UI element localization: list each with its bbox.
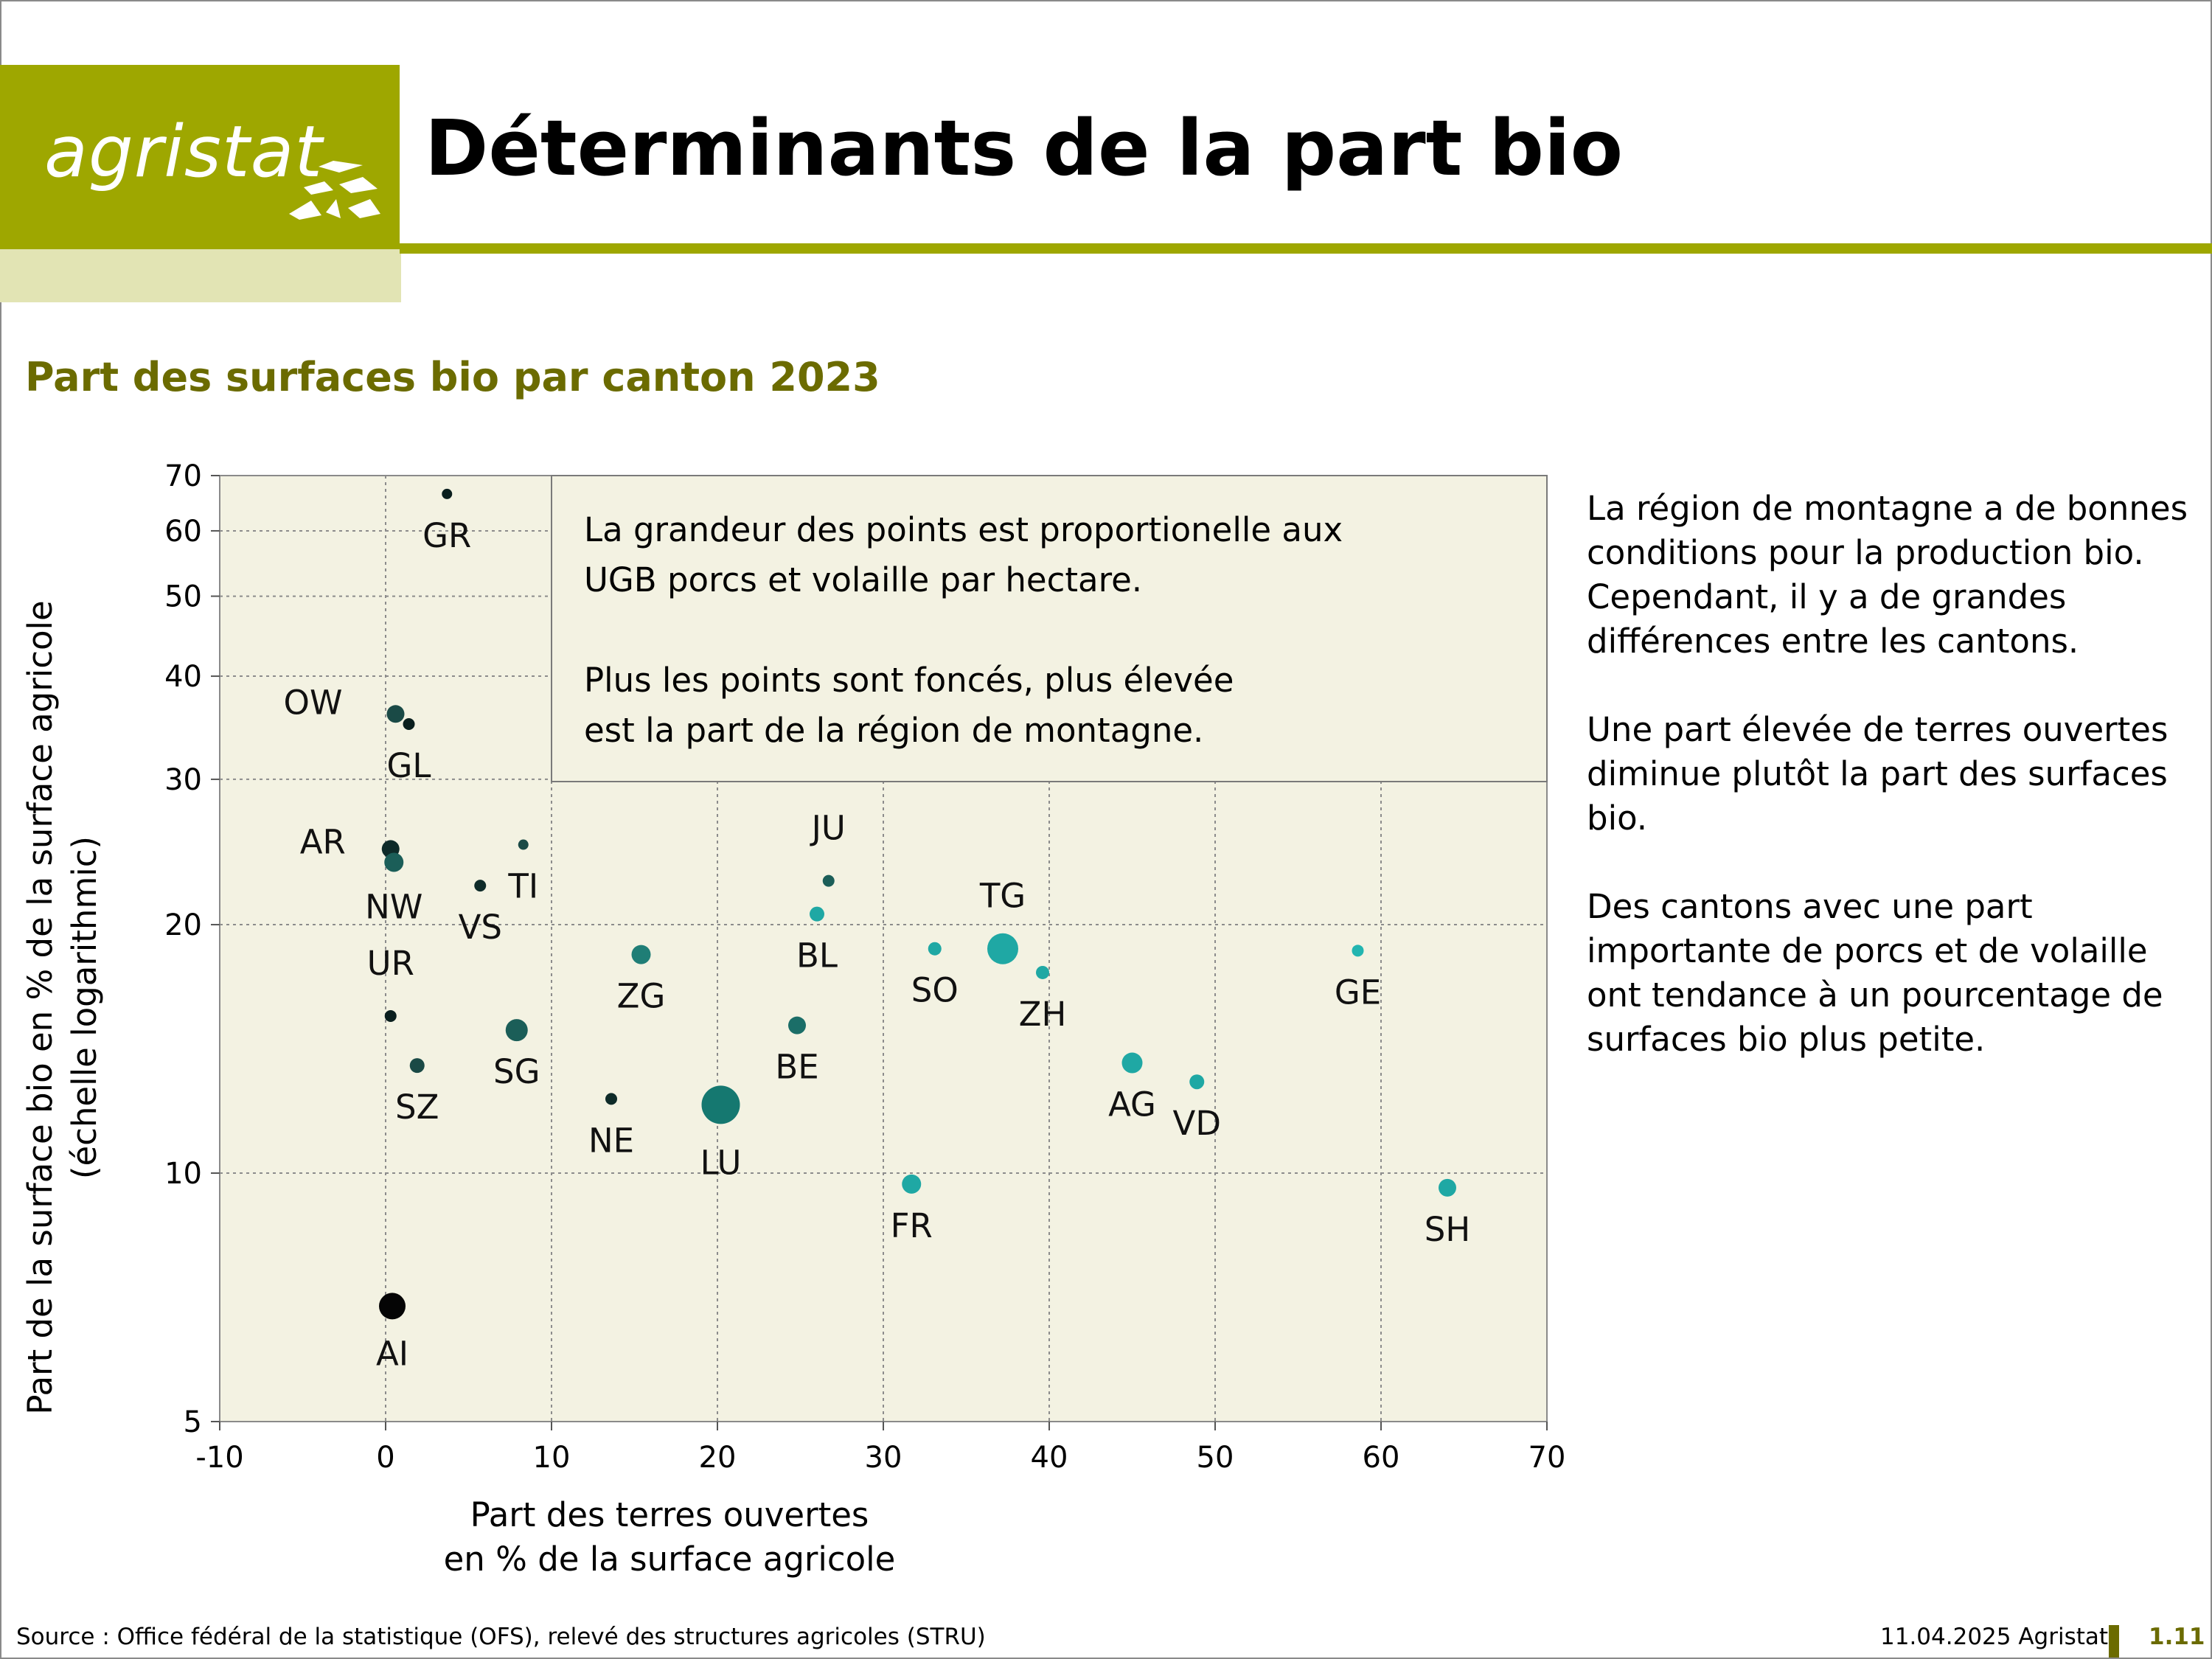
x-tick-label: 20: [699, 1441, 737, 1475]
scatter-chart: La grandeur des points est proportionell…: [21, 459, 1566, 1579]
point-tg: [987, 933, 1018, 964]
x-tick-label: 10: [533, 1441, 571, 1475]
point-label-ar: AR: [300, 822, 346, 861]
point-zh: [1036, 965, 1049, 979]
x-axis-label: Part des terres ouvertes: [470, 1495, 869, 1534]
y-tick-label: 5: [184, 1405, 202, 1439]
y-tick-label: 60: [164, 515, 202, 549]
y-tick-label: 30: [164, 763, 202, 797]
point-ur: [384, 1009, 397, 1022]
point-label-ti: TI: [507, 867, 538, 906]
commentary-paragraph-2: Une part élevée de terres ouvertes dimin…: [1587, 710, 2168, 838]
legend-note-line: UGB porcs et volaille par hectare.: [584, 560, 1142, 599]
point-label-gr: GR: [422, 516, 471, 555]
x-tick-label: 40: [1031, 1441, 1068, 1475]
point-label-fr: FR: [891, 1206, 933, 1245]
point-label-zg: ZG: [617, 977, 666, 1016]
logo-diamond-icon: [289, 161, 380, 220]
point-label-lu: LU: [700, 1143, 742, 1182]
page-number: 1.11: [2149, 1624, 2205, 1650]
point-vd: [1189, 1074, 1205, 1090]
point-label-sz: SZ: [395, 1088, 439, 1127]
point-nw: [384, 852, 404, 872]
point-label-so: SO: [911, 971, 959, 1010]
legend-note-line: La grandeur des points est proportionell…: [584, 510, 1343, 549]
point-sz: [409, 1058, 425, 1074]
point-label-nw: NW: [365, 887, 422, 926]
point-label-vs: VS: [459, 908, 502, 947]
point-label-tg: TG: [979, 877, 1026, 916]
x-tick-label: -10: [195, 1441, 243, 1475]
point-label-ne: NE: [588, 1121, 634, 1160]
point-sh: [1439, 1178, 1456, 1197]
point-label-ow: OW: [284, 683, 343, 722]
x-tick-label: 50: [1197, 1441, 1234, 1475]
point-so: [928, 942, 942, 956]
source-note: Source : Office fédéral de la statistiqu…: [16, 1624, 986, 1650]
point-lu: [701, 1085, 740, 1124]
point-gl: [403, 717, 415, 730]
y-axis-label: (échelle logarithmic): [65, 836, 104, 1179]
x-tick-label: 70: [1528, 1441, 1566, 1475]
footer-date: 11.04.2025 Agristat: [1880, 1624, 2109, 1650]
point-fr: [902, 1174, 922, 1194]
point-be: [788, 1016, 806, 1034]
point-label-gl: GL: [387, 746, 431, 785]
commentary-paragraph-1: La région de montagne a de bonnes condit…: [1587, 489, 2188, 661]
point-sg: [505, 1019, 528, 1042]
y-tick-label: 10: [164, 1157, 202, 1191]
point-label-zh: ZH: [1019, 995, 1067, 1034]
legend-note-line: Plus les points sont foncés, plus élevée: [584, 661, 1234, 700]
header-rule: [400, 243, 2212, 254]
point-label-ge: GE: [1335, 973, 1381, 1012]
x-tick-label: 0: [376, 1441, 394, 1475]
point-ag: [1121, 1052, 1143, 1074]
point-ne: [605, 1093, 617, 1105]
legend-note-box: [551, 475, 1548, 782]
point-ai: [379, 1293, 406, 1320]
point-ju: [822, 874, 835, 887]
y-tick-label: 50: [164, 580, 202, 614]
point-zg: [631, 945, 651, 964]
x-axis-label: en % de la surface agricole: [444, 1540, 896, 1579]
page-title: Déterminants de la part bio: [425, 103, 1624, 193]
logo-wordmark: agristat: [44, 111, 324, 193]
point-label-ai: AI: [376, 1334, 408, 1373]
commentary: La région de montagne a de bonnes condit…: [1587, 487, 2191, 1106]
point-label-bl: BL: [796, 936, 838, 975]
point-label-sh: SH: [1425, 1210, 1470, 1249]
x-tick-label: 60: [1363, 1441, 1400, 1475]
point-label-sg: SG: [493, 1052, 540, 1091]
point-label-be: BE: [775, 1048, 818, 1087]
y-tick-label: 70: [164, 459, 202, 493]
point-ow: [386, 705, 405, 723]
x-tick-label: 30: [865, 1441, 902, 1475]
y-tick-label: 40: [164, 660, 202, 694]
chart-title: Part des surfaces bio par canton 2023: [25, 354, 880, 400]
point-label-ag: AG: [1108, 1085, 1156, 1124]
y-axis-label: Part de la surface bio en % de la surfac…: [21, 600, 60, 1414]
legend-note-line: est la part de la région de montagne.: [584, 711, 1203, 750]
point-label-vd: VD: [1173, 1104, 1221, 1143]
logo-block: [0, 65, 400, 249]
logo-underbar: [0, 249, 401, 302]
point-bl: [810, 906, 824, 922]
point-label-ju: JU: [810, 809, 846, 848]
point-ge: [1352, 945, 1364, 957]
footer-divider: [2109, 1625, 2119, 1658]
point-label-ur: UR: [367, 944, 414, 983]
point-gr: [442, 488, 453, 499]
point-vs: [474, 880, 487, 892]
commentary-paragraph-3: Des cantons avec une part importante de …: [1587, 887, 2163, 1059]
point-ti: [518, 839, 529, 850]
y-tick-label: 20: [164, 908, 202, 942]
